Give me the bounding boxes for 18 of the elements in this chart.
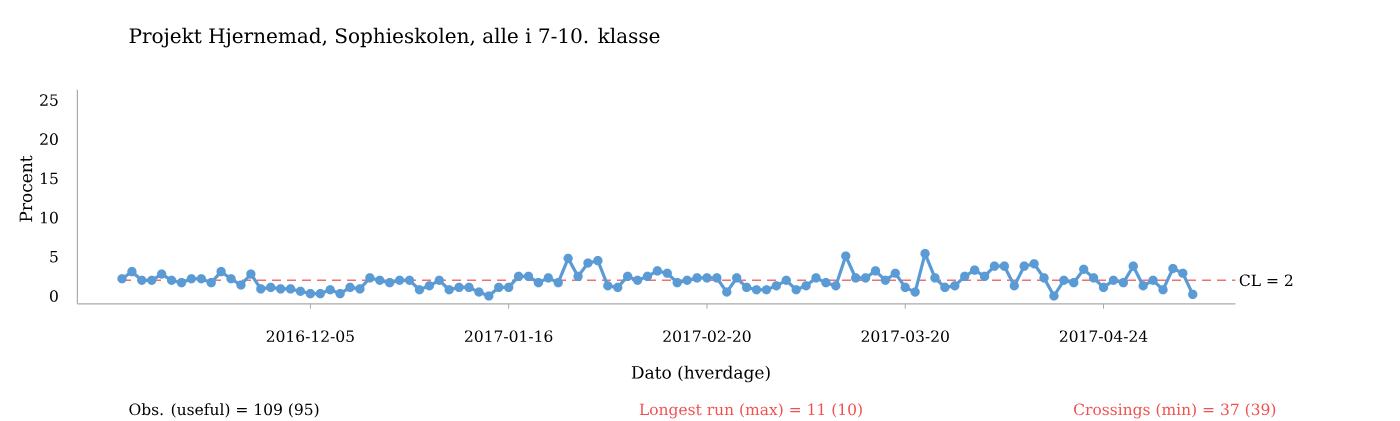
text: Crossings (min) = 37 (39) xyxy=(1074,403,1276,419)
y-tick-label: 25 xyxy=(40,94,58,106)
ref-line-label: CL = 2 xyxy=(1239,274,1293,287)
y-tick-label: 20 xyxy=(40,133,58,146)
y-tick-label: 10 xyxy=(41,211,58,224)
x-tick-label: 2017-03-20 xyxy=(861,330,949,343)
x-tick-label: 2017-01-16 xyxy=(465,330,553,343)
chart-title: Projekt Hjernemad, Sophieskolen, alle i 7-10. klasse xyxy=(129,27,660,48)
x-axis-title: Dato (hverdage) xyxy=(631,365,770,383)
x-tick-label: 2017-04-24 xyxy=(1059,330,1148,343)
text: Longest run (max) = 11 (10) xyxy=(639,403,862,419)
text: Obs. (useful) = 109 (95) xyxy=(129,403,319,418)
y-axis-title: Procent xyxy=(19,155,33,222)
y-tick-label: 15 xyxy=(41,172,58,185)
y-tick-label: 5 xyxy=(50,251,58,263)
x-tick-label: 2016-12-05 xyxy=(266,330,354,343)
y-tick-label: 0 xyxy=(50,290,58,302)
x-tick-label: 2017-02-20 xyxy=(663,330,751,343)
